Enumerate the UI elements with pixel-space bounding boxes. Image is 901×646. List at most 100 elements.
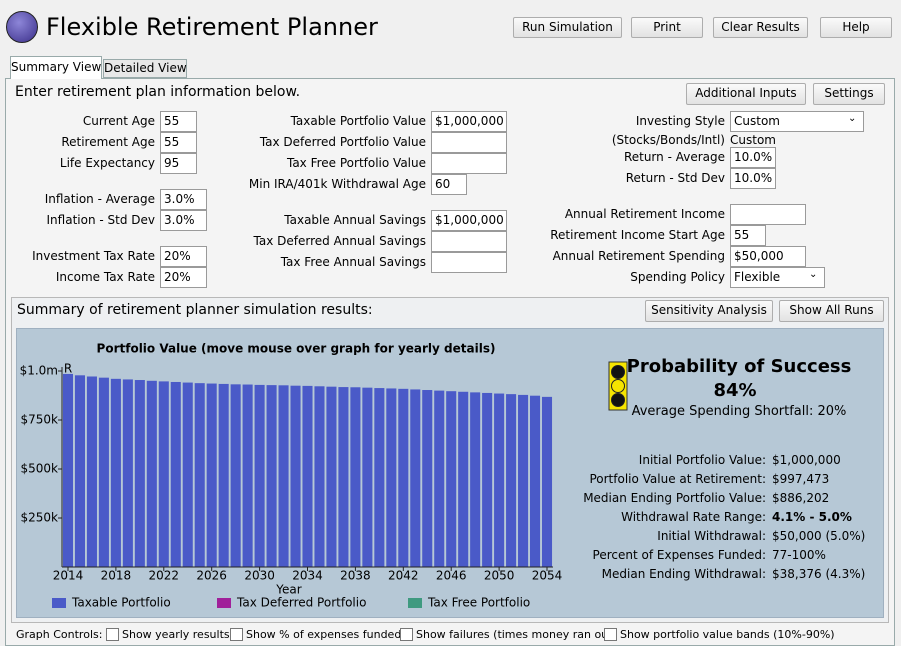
text-input[interactable]: 55	[160, 132, 197, 153]
bar	[362, 387, 373, 567]
field-label: Annual Retirement Spending	[552, 249, 725, 263]
bar	[146, 380, 157, 567]
text-input[interactable]: $1,000,000	[431, 210, 507, 231]
text-input[interactable]: 60	[431, 174, 467, 195]
text-input[interactable]: 3.0%	[160, 189, 207, 210]
field-label: Inflation - Average	[44, 192, 155, 206]
dropdown[interactable]: Custom	[730, 111, 864, 132]
text-input[interactable]: 3.0%	[160, 210, 207, 231]
field-label: Spending Policy	[630, 270, 725, 284]
panel-button[interactable]: Show All Runs	[779, 300, 884, 322]
y-tick-label: $500k	[21, 462, 59, 476]
stat-value: 4.1% - 5.0%	[772, 510, 852, 524]
bar	[314, 386, 325, 567]
text-input[interactable]: 95	[160, 153, 197, 174]
header-button[interactable]: Help	[820, 17, 892, 38]
x-tick-label: 2046	[436, 569, 467, 583]
x-tick-label: 2038	[340, 569, 371, 583]
text-input[interactable]	[730, 204, 806, 225]
panel-button[interactable]: Settings	[813, 83, 885, 105]
bar	[122, 379, 133, 567]
dropdown-arrow: ⌄	[809, 269, 818, 280]
bar	[182, 382, 193, 567]
tab[interactable]: Summary View	[10, 56, 102, 79]
bar	[254, 384, 265, 567]
bar	[530, 395, 541, 567]
field-label: Tax Free Annual Savings	[280, 255, 426, 269]
bar	[302, 385, 313, 567]
field-label: Taxable Annual Savings	[284, 213, 426, 227]
probability-title: Probability of Success	[626, 356, 852, 377]
panel-button[interactable]: Additional Inputs	[686, 83, 806, 105]
bar	[74, 375, 85, 567]
bar	[434, 390, 445, 567]
bar	[350, 387, 361, 567]
bar	[170, 381, 181, 567]
text-input[interactable]: 10.0%	[730, 168, 776, 189]
checkbox[interactable]	[400, 628, 413, 641]
legend-label: Tax Free Portfolio	[427, 596, 530, 610]
x-axis-label: Year	[275, 583, 301, 597]
x-tick-label: 2014	[53, 569, 84, 583]
checkbox[interactable]	[230, 628, 243, 641]
stat-value: $997,473	[772, 472, 830, 486]
checkbox[interactable]	[604, 628, 617, 641]
field-label: Taxable Portfolio Value	[290, 114, 426, 128]
legend-swatch	[52, 598, 66, 608]
bar	[386, 388, 397, 567]
stat-label: Initial Withdrawal:	[657, 529, 766, 543]
tab[interactable]: Detailed View	[103, 59, 187, 78]
panel-button[interactable]: Sensitivity Analysis	[645, 300, 773, 322]
stat-label: Initial Portfolio Value:	[638, 453, 766, 467]
section-heading: Summary of retirement planner simulation…	[17, 302, 373, 318]
bar	[242, 384, 253, 567]
graph-controls-label: Graph Controls:	[16, 628, 103, 641]
stat-value: $1,000,000	[772, 453, 841, 467]
bar	[218, 383, 229, 567]
stat-value: $50,000 (5.0%)	[772, 529, 866, 543]
text-input[interactable]: $50,000	[730, 246, 806, 267]
text-input[interactable]: 55	[730, 225, 766, 246]
checkbox[interactable]	[106, 628, 119, 641]
legend-swatch	[217, 598, 231, 608]
field-label: (Stocks/Bonds/Intl)	[611, 133, 725, 147]
bar	[86, 376, 97, 567]
header-button[interactable]: Clear Results	[713, 17, 808, 38]
text-input[interactable]	[431, 132, 507, 153]
text-input[interactable]	[431, 153, 507, 174]
text-input[interactable]: 20%	[160, 267, 207, 288]
header-button[interactable]: Run Simulation	[513, 17, 622, 38]
app-logo	[6, 11, 38, 43]
field-label: Retirement Income Start Age	[550, 228, 725, 242]
stat-value: $38,376 (4.3%)	[772, 567, 866, 581]
bar	[518, 394, 529, 567]
y-tick-label: $250k	[21, 511, 59, 525]
bar	[62, 373, 74, 567]
checkbox-label: Show % of expenses funded	[246, 628, 402, 641]
bar	[374, 388, 385, 567]
field-label: Tax Deferred Annual Savings	[253, 234, 426, 248]
field-label: Return - Average	[623, 150, 725, 164]
text-input[interactable]: 10.0%	[730, 147, 776, 168]
bar	[458, 391, 469, 567]
bar	[422, 390, 433, 567]
stat-value: 77-100%	[772, 548, 826, 562]
text-input[interactable]: $1,000,000	[431, 111, 507, 132]
text-input[interactable]	[431, 252, 507, 273]
stat-label: Percent of Expenses Funded:	[592, 548, 766, 562]
bar	[134, 380, 145, 567]
text-input[interactable]	[431, 231, 507, 252]
traffic-light-lamp	[611, 379, 625, 393]
text-input[interactable]: 20%	[160, 246, 207, 267]
field-label: Annual Retirement Income	[564, 207, 725, 221]
text-input[interactable]: 55	[160, 111, 197, 132]
dropdown-arrow: ⌄	[848, 113, 857, 124]
bar	[446, 391, 457, 567]
legend-label: Taxable Portfolio	[71, 596, 171, 610]
bar	[290, 385, 301, 567]
y-tick-label: $750k	[21, 413, 59, 427]
header-button[interactable]: Print	[631, 17, 703, 38]
bar	[541, 396, 553, 567]
dropdown[interactable]: Flexible	[730, 267, 825, 288]
field-label: Tax Deferred Portfolio Value	[259, 135, 426, 149]
